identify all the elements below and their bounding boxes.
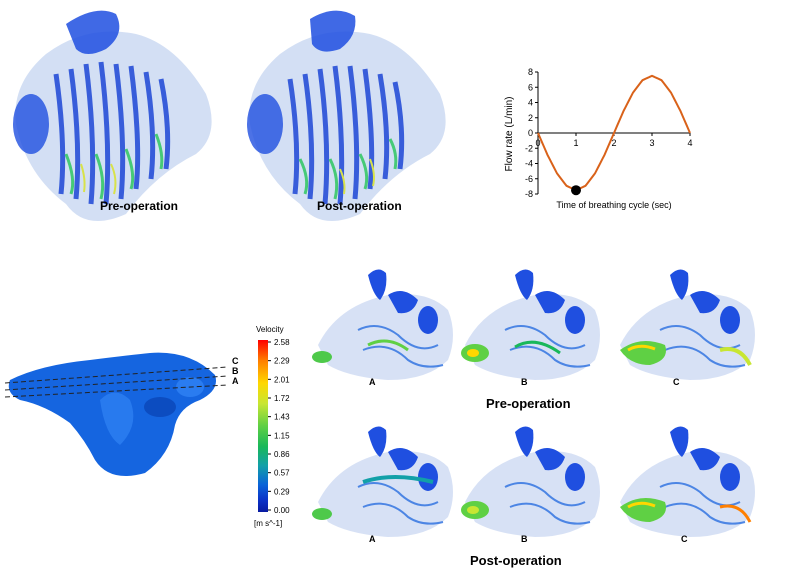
section-render-post-b <box>461 425 601 538</box>
colorbar-title: Velocity <box>256 325 284 334</box>
colorbar-tick-label: 1.43 <box>274 413 290 422</box>
chart-y-tick-label: 4 <box>528 98 533 108</box>
bottom-pre-operation-label: Pre-operation <box>486 396 571 411</box>
section-render-pre-b <box>461 268 601 381</box>
colorbar-tick-label: 0.00 <box>274 506 290 515</box>
colorbar-unit: [m s^-1] <box>254 519 283 528</box>
colorbar-tick-label: 1.15 <box>274 431 290 440</box>
nasal-cavity-model <box>4 352 229 477</box>
section-plane-a-label: A <box>232 376 239 386</box>
chart-y-tick-label: -2 <box>525 143 533 153</box>
post-operation-streamline-render <box>247 10 446 222</box>
colorbar-tick-label: 2.58 <box>274 338 290 347</box>
post-col-a-label: A <box>369 534 376 544</box>
chart-y-tick-label: 2 <box>528 113 533 123</box>
chart-y-tick-label: -4 <box>525 159 533 169</box>
colorbar-tick-label: 2.29 <box>274 357 290 366</box>
chart-y-tick-label: 6 <box>528 82 533 92</box>
chart-y-tick-label: -8 <box>525 189 533 199</box>
chart-x-tick-label: 4 <box>687 138 692 148</box>
chart-x-axis-label: Time of breathing cycle (sec) <box>556 200 671 210</box>
colorbar-tick-label: 2.01 <box>274 375 290 384</box>
top-post-operation-label: Post-operation <box>317 199 402 213</box>
colorbar-tick-label: 0.86 <box>274 450 290 459</box>
chart-y-axis-label: Flow rate (L/min) <box>504 96 515 171</box>
pre-operation-streamline-render <box>13 10 212 222</box>
post-col-b-label: B <box>521 534 528 544</box>
section-plane-b-label: B <box>232 366 239 376</box>
chart-y-tick-label: 8 <box>528 67 533 77</box>
pre-col-a-label: A <box>369 377 376 387</box>
section-render-post-a <box>312 425 454 538</box>
chart-x-tick-label: 1 <box>573 138 578 148</box>
chart-y-tick-label: 0 <box>528 128 533 138</box>
section-render-pre-c <box>619 268 756 381</box>
flow-rate-chart: Flow rate (L/min) Time of breathing cycl… <box>504 67 693 210</box>
pre-col-b-label: B <box>521 377 528 387</box>
section-render-pre-a <box>312 268 454 381</box>
colorbar-tick-label: 0.29 <box>274 487 290 496</box>
colorbar-tick-label: 0.57 <box>274 469 290 478</box>
chart-y-tick-label: -6 <box>525 174 533 184</box>
current-time-marker <box>571 185 581 196</box>
flow-rate-series-line <box>537 74 691 192</box>
bottom-post-operation-label: Post-operation <box>470 553 562 568</box>
section-render-post-c <box>619 425 756 538</box>
velocity-colorbar: 2.58 2.29 2.01 1.72 1.43 1.15 0.86 0.57 0.29 0.00 <box>258 338 290 515</box>
pre-col-c-label: C <box>673 377 680 387</box>
section-plane-c-label: C <box>232 356 239 366</box>
colorbar-tick-label: 1.72 <box>274 394 290 403</box>
top-pre-operation-label: Pre-operation <box>100 199 179 213</box>
chart-x-tick-label: 3 <box>649 138 654 148</box>
post-col-c-label: C <box>681 534 688 544</box>
chart-x-tick-label: 2 <box>611 138 616 148</box>
